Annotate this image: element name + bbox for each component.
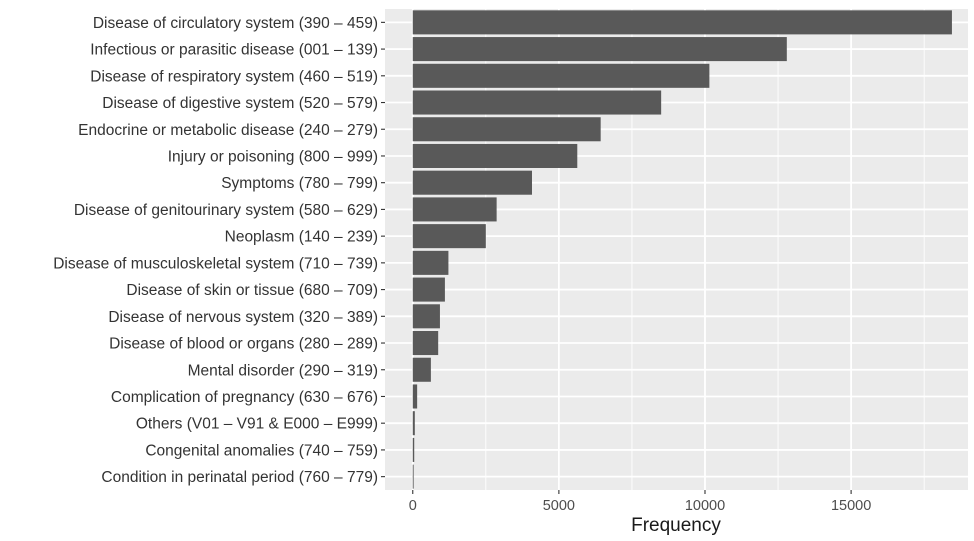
category-label: Infectious or parasitic disease (001 – 1… — [90, 42, 378, 59]
category-label: Disease of genitourinary system (580 – 6… — [74, 202, 378, 219]
bar — [412, 10, 952, 35]
x-axis: 0 5000 10000 15000 — [409, 490, 871, 514]
bar — [412, 143, 578, 168]
bar — [412, 37, 787, 62]
category-label: Disease of skin or tissue (680 – 709) — [126, 282, 378, 299]
bar — [412, 117, 601, 142]
x-tick-label: 15000 — [831, 498, 871, 514]
bars — [412, 10, 952, 489]
bar — [412, 277, 445, 302]
x-tick-label: 5000 — [543, 498, 575, 514]
bar — [412, 331, 439, 356]
bar — [412, 224, 486, 249]
category-label: Disease of digestive system (520 – 579) — [102, 95, 378, 112]
bar — [412, 197, 497, 222]
bar — [412, 464, 414, 489]
bar — [412, 63, 710, 88]
category-label: Injury or poisoning (800 – 999) — [168, 148, 378, 165]
bar — [412, 90, 662, 115]
category-label: Symptoms (780 – 799) — [221, 175, 378, 192]
x-axis-title: Frequency — [631, 515, 721, 536]
x-tick-label: 0 — [409, 498, 417, 514]
category-label: Neoplasm (140 – 239) — [225, 229, 378, 246]
category-label: Disease of respiratory system (460 – 519… — [90, 68, 378, 85]
bar — [412, 411, 415, 436]
bar — [412, 437, 415, 462]
bar — [412, 304, 440, 329]
category-label: Mental disorder (290 – 319) — [188, 362, 378, 379]
bar — [412, 170, 532, 195]
minor-gridlines — [485, 9, 925, 490]
bar — [412, 357, 431, 382]
category-label: Condition in perinatal period (760 – 779… — [101, 469, 378, 486]
category-label: Congenital anomalies (740 – 759) — [145, 442, 378, 459]
bar — [412, 250, 449, 275]
x-tick-label: 10000 — [685, 498, 725, 514]
category-label: Complication of pregnancy (630 – 676) — [111, 389, 378, 406]
category-label: Others (V01 – V91 & E000 – E999) — [136, 416, 378, 433]
plot-panel — [385, 9, 968, 490]
category-label: Endocrine or metabolic disease (240 – 27… — [78, 122, 378, 139]
bar — [412, 384, 418, 409]
category-label: Disease of circulatory system (390 – 459… — [93, 15, 378, 32]
y-axis: Disease of circulatory system (390 – 459… — [53, 15, 385, 486]
category-label: Disease of blood or organs (280 – 289) — [109, 336, 378, 353]
category-label: Disease of nervous system (320 – 389) — [108, 309, 378, 326]
category-label: Disease of musculoskeletal system (710 –… — [53, 255, 378, 272]
